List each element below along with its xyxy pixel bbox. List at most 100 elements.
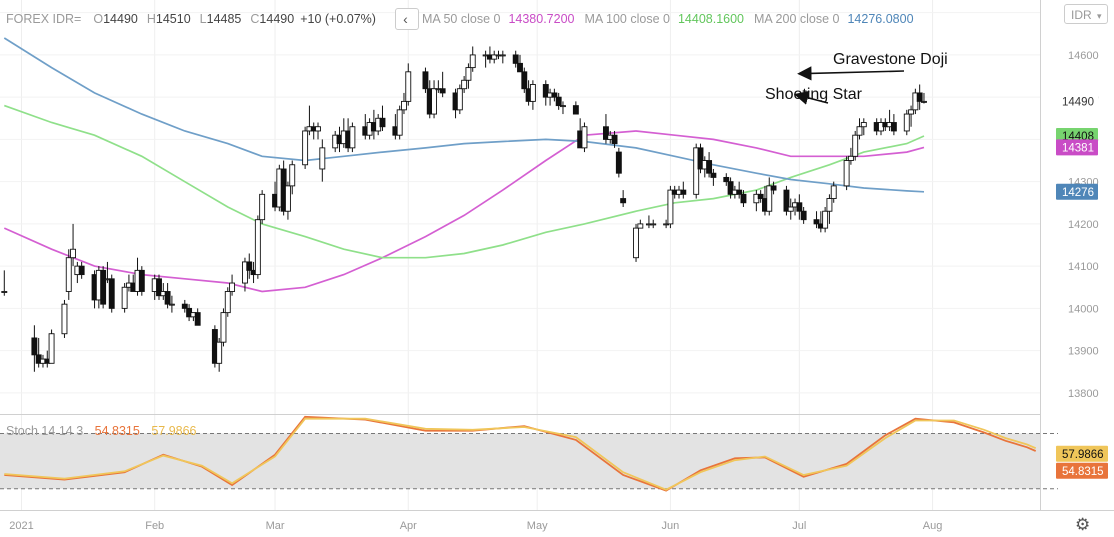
- candle: [456, 84, 463, 115]
- candle: [284, 181, 291, 220]
- candle: [521, 67, 528, 93]
- close-label: C: [250, 12, 260, 26]
- candle-body: [723, 176, 730, 183]
- price-axis-label: 14490: [1056, 93, 1098, 110]
- candle: [220, 308, 227, 347]
- candle-body: [284, 185, 291, 212]
- candle-body: [401, 100, 407, 111]
- stoch-legend: Stoch 14 14 3 54.8315 57.9866: [6, 424, 197, 438]
- candle-body: [242, 261, 248, 284]
- candle-body: [259, 193, 266, 221]
- candle: [512, 50, 519, 68]
- price-axis-label: 54.8315: [1056, 462, 1108, 479]
- candle-body: [620, 198, 627, 204]
- candle-body: [229, 282, 236, 292]
- candle-body: [770, 185, 777, 191]
- price-axis-label-text: 54.8315: [1062, 466, 1104, 478]
- candle-body: [405, 71, 412, 102]
- gear-icon[interactable]: ⚙: [1075, 515, 1091, 534]
- annotation-arrow: [793, 90, 829, 105]
- candle-body: [903, 113, 910, 132]
- time-tick-label: May: [527, 520, 548, 532]
- change-value: +10 (+0.07%): [300, 12, 376, 26]
- time-tick-label: Mar: [266, 520, 285, 532]
- candle: [100, 266, 107, 309]
- symbol-label: FOREX IDR=: [6, 12, 82, 26]
- ma-line-ma50: [3, 130, 925, 293]
- ma100-label: MA 100 close 0: [584, 12, 670, 26]
- candle-body: [542, 84, 549, 98]
- candle: [121, 283, 128, 313]
- candle: [800, 207, 807, 224]
- open-value: 14490: [103, 12, 138, 26]
- symbol-select-label: IDR: [1071, 8, 1092, 22]
- candle: [469, 46, 476, 72]
- stoch-band-lines: [0, 432, 1058, 490]
- candle: [551, 88, 558, 102]
- candle: [401, 92, 407, 115]
- candle-body: [555, 96, 562, 107]
- price-tick-label: 14100: [1068, 261, 1099, 273]
- candle-body: [572, 105, 579, 115]
- candle: [830, 181, 837, 203]
- candle-body: [830, 185, 837, 200]
- open-label: O: [93, 12, 104, 26]
- collapse-legend-button[interactable]: ‹: [394, 8, 419, 30]
- candle: [259, 190, 266, 224]
- candle: [890, 114, 897, 136]
- candle-body: [491, 54, 498, 60]
- candle-body: [65, 257, 72, 292]
- candle-body: [710, 172, 717, 178]
- candle: [663, 219, 670, 229]
- candle: [108, 274, 115, 313]
- candle: [242, 257, 248, 292]
- candle-body: [289, 164, 296, 187]
- candle: [637, 219, 644, 229]
- symbol-select[interactable]: IDR ▾: [1064, 4, 1108, 24]
- high-value: 14510: [155, 12, 191, 26]
- candle-body: [70, 248, 77, 259]
- candle: [813, 211, 820, 229]
- high-label: H: [146, 12, 156, 26]
- candle: [542, 80, 549, 106]
- candle-body: [156, 278, 162, 297]
- candle-body: [813, 219, 820, 225]
- candle-body: [100, 269, 107, 305]
- ma-line-ma200: [3, 37, 925, 193]
- time-tick-label: Jun: [662, 520, 680, 532]
- candle: [555, 92, 562, 110]
- candle-body: [822, 210, 829, 229]
- candle: [499, 50, 506, 64]
- candle: [517, 54, 523, 73]
- candle-body: [667, 189, 674, 225]
- close-value: 14490: [259, 12, 295, 26]
- candle-body: [138, 269, 145, 292]
- candle: [164, 283, 171, 309]
- candle: [168, 295, 175, 313]
- candlesticks: [1, 46, 927, 372]
- candle-body: [220, 312, 227, 343]
- candle-body: [108, 278, 115, 309]
- stoch-label: Stoch 14 14 3: [6, 424, 84, 438]
- ma100-value: 14408.1600: [677, 12, 745, 26]
- candle-body: [254, 219, 261, 276]
- low-label: L: [199, 12, 207, 26]
- candle: [31, 325, 38, 372]
- candle: [757, 190, 764, 203]
- candle: [693, 143, 700, 199]
- candle: [156, 274, 162, 300]
- candle: [396, 105, 403, 140]
- candle: [843, 156, 850, 191]
- candle-body: [697, 147, 704, 170]
- candle: [723, 173, 730, 186]
- candle: [560, 101, 566, 115]
- candle: [529, 80, 536, 110]
- annotation-shooting-star: Shooting Star: [765, 86, 863, 103]
- candle: [379, 105, 386, 131]
- candle-body: [61, 303, 68, 335]
- stochastic-lines: [4, 415, 1037, 492]
- candle-body: [663, 223, 670, 226]
- stoch-line-stoch_d: [4, 417, 1037, 491]
